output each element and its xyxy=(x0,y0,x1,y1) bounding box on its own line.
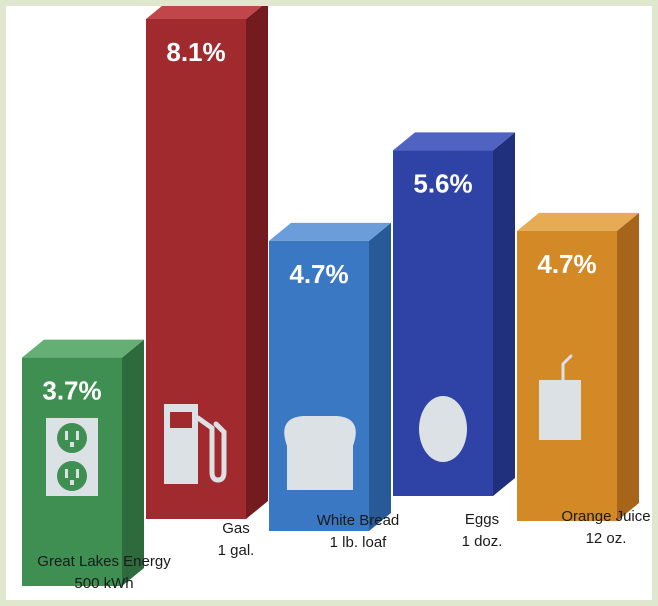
value-label: 3.7% xyxy=(42,376,101,406)
bar-2: 8.1% xyxy=(146,6,268,519)
category-label: Eggs 1 doz. xyxy=(462,511,503,550)
category-label: Gas 1 gal. xyxy=(218,520,255,559)
bar-top-face xyxy=(393,132,515,151)
egg-icon xyxy=(419,396,467,462)
value-label: 5.6% xyxy=(413,168,472,198)
value-label: 8.1% xyxy=(166,37,225,67)
bar-side-face xyxy=(369,222,391,532)
bar-side-face xyxy=(246,6,268,519)
bar-side-face xyxy=(617,212,639,522)
category-label: White Bread 1 lb. loaf xyxy=(317,512,400,551)
value-label: 4.7% xyxy=(289,259,348,289)
value-label: 4.7% xyxy=(537,249,596,279)
juice-box-icon xyxy=(539,354,581,440)
electrical-outlet-icon xyxy=(46,418,98,496)
category-label: Great Lakes Energy 500 kWh xyxy=(37,553,171,592)
bar-top-face xyxy=(269,222,391,241)
bar-side-face xyxy=(493,132,515,496)
bar-front-face xyxy=(517,230,617,522)
bar-5: 4.7% xyxy=(517,212,639,522)
bar-side-face xyxy=(122,339,144,586)
bar-top-face xyxy=(517,212,639,231)
category-label: Orange Juice 12 oz. xyxy=(561,508,650,547)
bar-4: 5.6% xyxy=(393,132,515,496)
chart-frame: 3.7% Great Lakes Energy 500 kWh 8.1% Gas 1 ga… xyxy=(6,6,652,600)
bar-top-face xyxy=(146,6,262,19)
inflation-bar-chart: 3.7% Great Lakes Energy 500 kWh 8.1% Gas 1 ga… xyxy=(22,6,651,592)
bar-3: 4.7% xyxy=(269,222,391,532)
bar-top-face xyxy=(22,339,144,358)
bread-slice-icon xyxy=(284,416,356,490)
bar-1: 3.7% xyxy=(22,339,144,586)
gas-pump-icon xyxy=(164,404,227,484)
